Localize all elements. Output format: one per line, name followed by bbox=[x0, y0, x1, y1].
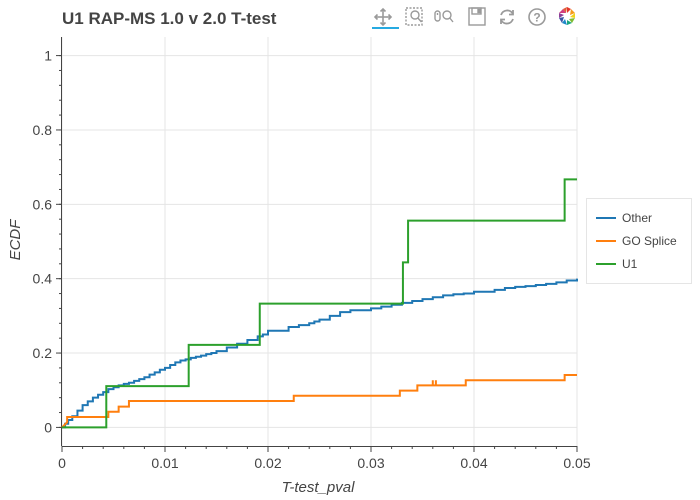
x-tick-label: 0.02 bbox=[254, 455, 281, 471]
pan-icon[interactable] bbox=[370, 4, 396, 30]
legend-item-go-splice[interactable]: GO Splice bbox=[596, 231, 677, 251]
y-tick-label: 0 bbox=[44, 419, 52, 435]
legend-swatch-u1 bbox=[596, 263, 616, 265]
legend-swatch-go-splice bbox=[596, 240, 616, 242]
box-zoom-icon[interactable] bbox=[402, 4, 428, 30]
x-tick-label: 0 bbox=[58, 455, 66, 471]
series-lines bbox=[61, 178, 578, 429]
x-tick-label: 0.03 bbox=[357, 455, 384, 471]
series-line-go-splice bbox=[61, 373, 577, 429]
legend-label-go-splice: GO Splice bbox=[622, 234, 677, 248]
legend-item-other[interactable]: Other bbox=[596, 208, 652, 228]
y-tick-label: 0.4 bbox=[33, 271, 53, 287]
x-axis-title: T-test_pval bbox=[282, 479, 355, 496]
save-icon[interactable] bbox=[464, 4, 490, 30]
x-tick-label: 0.05 bbox=[563, 455, 590, 471]
y-tick-label: 0.8 bbox=[33, 122, 53, 138]
series-line-other bbox=[62, 278, 578, 429]
series-line-u1 bbox=[62, 178, 577, 429]
legend: Other GO Splice U1 bbox=[586, 198, 692, 284]
chart-title: U1 RAP-MS 1.0 v 2.0 T-test bbox=[62, 9, 277, 28]
x-tick-label: 0.04 bbox=[460, 455, 487, 471]
legend-item-u1[interactable]: U1 bbox=[596, 254, 637, 274]
y-tick-label: 1 bbox=[44, 48, 52, 64]
y-tick-label: 0.2 bbox=[33, 345, 53, 361]
svg-text:?: ? bbox=[533, 11, 540, 25]
legend-label-u1: U1 bbox=[622, 257, 638, 271]
chart-toolbar: ? bbox=[368, 4, 583, 30]
help-icon[interactable]: ? bbox=[524, 4, 550, 30]
reset-icon[interactable] bbox=[494, 4, 520, 30]
grid bbox=[61, 37, 578, 446]
y-axis-title: ECDF bbox=[7, 219, 24, 261]
axes: 0 0.01 0.02 0.03 0.04 0.05 0 0.2 0.4 0.6 0.8 1 bbox=[33, 37, 591, 471]
legend-label-other: Other bbox=[622, 211, 653, 225]
bokeh-logo-icon[interactable] bbox=[554, 4, 580, 30]
wheel-zoom-icon[interactable] bbox=[432, 4, 458, 30]
y-tick-label: 0.6 bbox=[33, 196, 53, 212]
active-tool-indicator bbox=[372, 27, 399, 29]
legend-swatch-other bbox=[596, 217, 616, 219]
x-tick-label: 0.01 bbox=[151, 455, 178, 471]
